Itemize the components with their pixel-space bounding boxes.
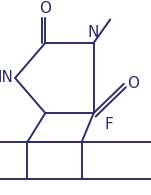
Text: O: O [127,76,139,91]
Text: F: F [104,117,113,132]
Text: O: O [39,1,51,16]
Text: HN: HN [0,71,14,85]
Text: N: N [88,25,99,40]
